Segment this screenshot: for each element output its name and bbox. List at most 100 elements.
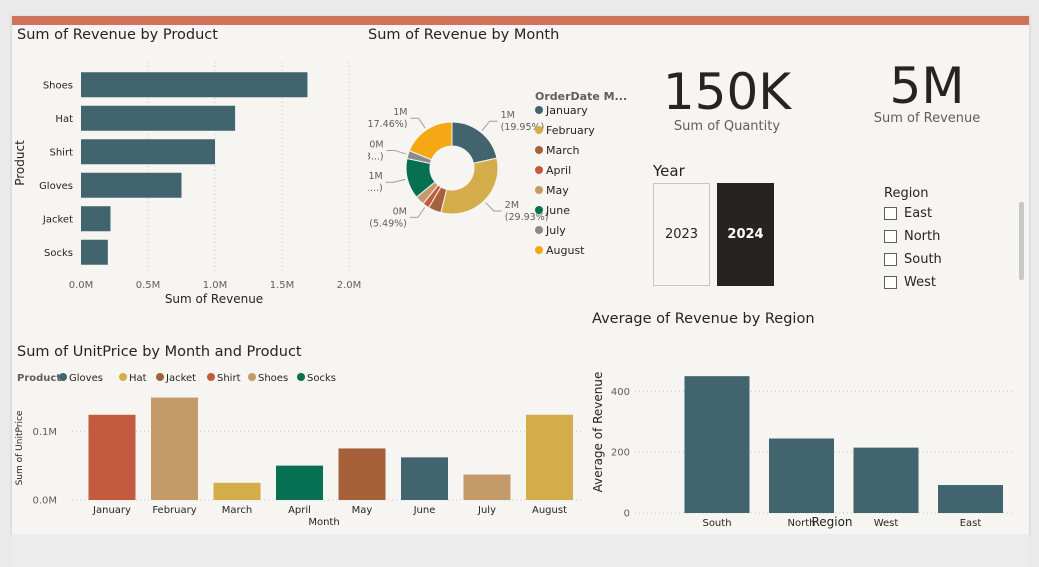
unitprice-chart-title: Sum of UnitPrice by Month and Product — [17, 344, 302, 360]
bar-east[interactable] — [938, 485, 1003, 513]
bar-may[interactable] — [338, 448, 386, 500]
slice-january[interactable] — [451, 121, 498, 164]
legend-marker — [535, 126, 543, 134]
legend-item-may[interactable]: May — [546, 184, 569, 197]
revenue-kpi-value: 5M — [889, 57, 965, 115]
legend-item-june[interactable]: June — [545, 204, 570, 217]
legend-item-jacket[interactable]: Jacket — [165, 373, 196, 384]
bar-august[interactable] — [526, 414, 573, 500]
year-tile-2023[interactable]: 2023 — [653, 183, 710, 286]
slice-august[interactable] — [408, 121, 453, 161]
slice-percent-label: (1...) — [368, 183, 383, 194]
product-revenue-chart[interactable]: Shoes Hat Shirt Gloves Jacket Socks 0.0M 0.5M 1… — [12, 56, 362, 316]
slice-value-label: 1M — [501, 110, 515, 121]
region-slicer-title: Region — [884, 186, 929, 201]
leader-line — [481, 120, 498, 131]
checkbox-icon[interactable] — [884, 229, 897, 243]
region-slicer-scrollbar[interactable] — [1019, 202, 1024, 280]
unitprice-legend-title: Product — [17, 373, 61, 384]
unitprice-x-axis-title: Month — [308, 517, 339, 528]
bar-april[interactable] — [276, 465, 323, 500]
y-tick-label: 200 — [611, 448, 630, 459]
slice-value-label: 1M — [393, 107, 407, 118]
leader-line — [385, 178, 406, 183]
category-label: Socks — [44, 248, 73, 259]
category-label: Shoes — [43, 80, 73, 91]
legend-item-august[interactable]: August — [546, 244, 585, 257]
region-option-west[interactable]: West — [884, 273, 936, 291]
y-tick-label: 0 — [624, 509, 630, 520]
checkbox-icon[interactable] — [884, 206, 897, 220]
leader-line — [410, 117, 426, 129]
slice-percent-label: (3...) — [368, 151, 384, 162]
legend-item-march[interactable]: March — [546, 144, 580, 157]
x-tick-label: 1.5M — [270, 280, 295, 291]
month-label: January — [92, 505, 131, 516]
bar-march[interactable] — [213, 482, 261, 500]
bar-hat[interactable] — [81, 105, 236, 131]
legend-item-january[interactable]: January — [545, 104, 588, 117]
category-label: Jacket — [42, 214, 73, 225]
x-tick-label: 0.5M — [136, 280, 161, 291]
legend-marker — [535, 206, 543, 214]
checkbox-icon[interactable] — [884, 252, 897, 266]
checkbox-icon[interactable] — [884, 275, 897, 289]
report-canvas: Sum of Revenue by Product Shoes Hat Shirt G… — [12, 16, 1029, 534]
slice-value-label: 0M — [369, 139, 383, 150]
bar-shoes[interactable] — [81, 72, 308, 98]
year-tile-2024[interactable]: 2024 — [717, 183, 774, 286]
legend-marker — [535, 106, 543, 114]
region-revenue-chart[interactable]: South North West East 0 200 400 Average of Re… — [590, 334, 1020, 534]
bar-south[interactable] — [684, 376, 750, 513]
region-y-axis-title: Average of Revenue — [591, 372, 605, 493]
quantity-kpi-label: Sum of Quantity — [673, 119, 781, 134]
bar-january[interactable] — [88, 414, 136, 500]
bar-west[interactable] — [853, 447, 919, 513]
legend-marker — [535, 246, 543, 254]
region-label: South — [702, 518, 731, 529]
legend-item-hat[interactable]: Hat — [129, 373, 147, 384]
region-option-south[interactable]: South — [884, 250, 942, 268]
slice-percent-label: (29.93%) — [505, 212, 549, 223]
slice-value-label: 2M — [505, 200, 519, 211]
legend-marker — [535, 226, 543, 234]
bar-jacket[interactable] — [81, 206, 111, 232]
legend-item-shoes[interactable]: Shoes — [258, 373, 288, 384]
bar-february[interactable] — [151, 397, 198, 500]
legend-item-gloves[interactable]: Gloves — [69, 373, 103, 384]
month-revenue-chart-title: Sum of Revenue by Month — [368, 27, 560, 43]
legend-item-february[interactable]: February — [546, 124, 595, 137]
legend-item-shirt[interactable]: Shirt — [217, 373, 241, 384]
bar-north[interactable] — [769, 438, 834, 514]
x-tick-label: 0.0M — [69, 280, 94, 291]
slice-february[interactable] — [440, 157, 499, 215]
legend-item-july[interactable]: July — [545, 224, 566, 237]
month-label: April — [288, 505, 311, 516]
month-label: August — [532, 505, 567, 516]
month-label: June — [413, 505, 436, 516]
bar-july[interactable] — [463, 474, 511, 500]
leader-line — [485, 202, 502, 212]
unitprice-chart[interactable]: Product Gloves Hat Jacket Shirt Shoes Socks J… — [12, 368, 592, 534]
region-option-label: North — [904, 228, 941, 244]
bar-june[interactable] — [401, 457, 448, 500]
bar-gloves[interactable] — [81, 172, 182, 198]
legend-marker — [297, 373, 305, 381]
region-revenue-chart-title: Average of Revenue by Region — [592, 311, 815, 327]
region-option-label: East — [904, 205, 933, 221]
legend-item-april[interactable]: April — [546, 164, 571, 177]
month-revenue-donut[interactable]: 1M(19.95%)2M(29.93%)0M(5.49%)1M(1...)0M(… — [368, 86, 628, 266]
legend-item-socks[interactable]: Socks — [307, 373, 336, 384]
region-label: West — [874, 518, 899, 529]
bar-shirt[interactable] — [81, 139, 215, 165]
category-label: Hat — [55, 114, 73, 125]
region-label: East — [960, 518, 982, 529]
category-label: Shirt — [50, 147, 74, 158]
month-label: July — [477, 505, 496, 516]
region-option-north[interactable]: North — [884, 227, 940, 245]
product-x-axis-title: Sum of Revenue — [165, 292, 263, 306]
y-tick-label: 400 — [611, 387, 630, 398]
x-tick-label: 2.0M — [337, 280, 362, 291]
region-option-east[interactable]: East — [884, 204, 932, 222]
bar-socks[interactable] — [81, 239, 108, 265]
